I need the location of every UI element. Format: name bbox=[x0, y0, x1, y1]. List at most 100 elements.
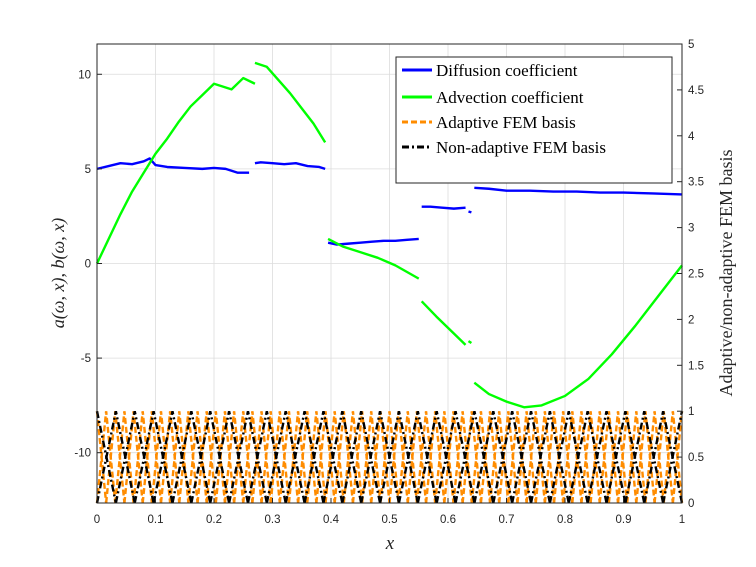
adaptive-basis-function bbox=[397, 411, 419, 504]
nonadaptive-basis-function bbox=[473, 410, 514, 504]
nonadaptive-basis-function bbox=[624, 410, 665, 504]
nonadaptive-basis-function bbox=[397, 410, 438, 504]
nonadaptive-basis-function bbox=[510, 410, 552, 504]
adaptive-basis-function bbox=[360, 411, 382, 504]
nonadaptive-basis-function bbox=[492, 410, 533, 504]
y-axis-label-right: Adaptive/non-adaptive FEM basis bbox=[716, 150, 736, 397]
diffusion-line-segment bbox=[96, 157, 250, 174]
adaptive-basis-function bbox=[114, 411, 135, 504]
nonadaptive-basis-function bbox=[643, 410, 684, 504]
x-tick-label: 1 bbox=[679, 514, 685, 526]
nonadaptive-basis-function bbox=[152, 410, 193, 504]
adaptive-basis-function bbox=[598, 411, 620, 504]
y-right-tick-label: 3 bbox=[688, 223, 694, 235]
advection-line-segment bbox=[327, 237, 420, 280]
y-right-tick-label: 3.5 bbox=[688, 177, 704, 189]
diffusion-line-segment bbox=[421, 205, 466, 210]
adaptive-basis-function bbox=[379, 411, 400, 504]
nonadaptive-basis-function bbox=[246, 410, 287, 504]
advection-line-segment bbox=[467, 340, 473, 344]
nonadaptive-basis-function bbox=[605, 410, 646, 504]
legend-label-adaptive: Adaptive FEM basis bbox=[436, 113, 576, 132]
adaptive-basis-function bbox=[278, 411, 300, 504]
adaptive-basis-function bbox=[644, 411, 665, 504]
x-tick-label: 0.3 bbox=[265, 514, 281, 526]
x-tick-label: 0.4 bbox=[323, 514, 340, 526]
x-tick-label: 0.9 bbox=[616, 514, 632, 526]
diffusion-line-segment bbox=[254, 161, 326, 171]
nonadaptive-basis-function bbox=[322, 410, 363, 504]
adaptive-basis-function bbox=[214, 411, 236, 504]
nonadaptive-basis-function bbox=[586, 410, 627, 504]
adaptive-basis-function bbox=[479, 411, 501, 504]
nonadaptive-basis-function bbox=[416, 410, 457, 504]
y-right-tick-label: 5 bbox=[688, 39, 694, 51]
legend-box bbox=[395, 56, 673, 184]
advection-line-segment bbox=[420, 300, 467, 346]
nonadaptive-basis-function bbox=[661, 410, 684, 504]
advection-line-segment bbox=[473, 264, 683, 409]
adaptive-basis-function bbox=[196, 411, 218, 504]
nonadaptive-basis-function bbox=[95, 410, 136, 504]
legend-label-diffusion: Diffusion coefficient bbox=[436, 61, 578, 80]
adaptive-basis-function bbox=[525, 411, 547, 504]
advection-line-segment bbox=[95, 76, 256, 265]
y-left-tick-label: -5 bbox=[81, 353, 91, 365]
legend-item-diffusion: Diffusion coefficient bbox=[402, 61, 578, 80]
x-tick-label: 0 bbox=[94, 514, 100, 526]
adaptive-basis-function bbox=[443, 411, 464, 504]
ticks: 0 0.1 0.2 0.3 0.4 0.5 0.6 0.7 0.8 0.9 1 -10 -5 0 5 10 0 0… bbox=[74, 39, 704, 526]
x-tick-label: 0.1 bbox=[148, 514, 164, 526]
nonadaptive-basis-function bbox=[133, 410, 174, 504]
adaptive-basis-function bbox=[315, 411, 336, 504]
y-right-tick-label: 4.5 bbox=[688, 85, 704, 97]
nonadaptive-basis-function bbox=[360, 410, 401, 504]
nonadaptive-basis-function bbox=[284, 410, 325, 504]
adaptive-basis-function bbox=[342, 411, 364, 504]
nonadaptive-basis-function bbox=[171, 410, 212, 504]
legend: Diffusion coefficient Advection coeffici… bbox=[395, 56, 673, 184]
nonadaptive-basis-function bbox=[567, 410, 608, 504]
nonadaptive-basis-function bbox=[209, 410, 250, 504]
y-right-tick-label: 2.5 bbox=[688, 269, 704, 281]
nonadaptive-basis-function bbox=[303, 410, 344, 504]
adaptive-basis-function bbox=[95, 411, 117, 504]
diffusion-line-segment bbox=[474, 186, 683, 196]
y-right-tick-label: 0.5 bbox=[688, 452, 704, 464]
y-right-tick-label: 1 bbox=[688, 406, 694, 418]
x-tick-label: 0.2 bbox=[206, 514, 222, 526]
x-tick-label: 0.5 bbox=[382, 514, 398, 526]
adaptive-basis-function bbox=[260, 411, 282, 504]
adaptive-basis-function bbox=[561, 411, 583, 504]
x-axis-label: x bbox=[385, 533, 395, 554]
nonadaptive-basis-function bbox=[435, 410, 476, 504]
diffusion-line-segment bbox=[468, 210, 472, 214]
adaptive-basis-function bbox=[178, 411, 199, 504]
y-right-tick-label: 0 bbox=[688, 498, 694, 510]
y-left-tick-label: 5 bbox=[85, 164, 91, 176]
y-right-tick-label: 2 bbox=[688, 314, 694, 326]
legend-label-advection: Advection coefficient bbox=[436, 88, 584, 107]
adaptive-basis-function bbox=[232, 411, 254, 504]
nonadaptive-basis-function bbox=[341, 410, 382, 504]
legend-item-adaptive: Adaptive FEM basis bbox=[402, 113, 576, 132]
adaptive-basis-function bbox=[242, 411, 263, 504]
adaptive-basis-function bbox=[543, 411, 565, 504]
adaptive-basis-function bbox=[141, 411, 163, 504]
adaptive-basis-function bbox=[159, 411, 181, 504]
y-right-tick-label: 1.5 bbox=[688, 360, 704, 372]
adaptive-basis-function bbox=[333, 411, 355, 504]
y-left-tick-label: -10 bbox=[74, 448, 91, 460]
legend-item-nonadaptive: Non-adaptive FEM basis bbox=[402, 138, 606, 157]
adaptive-basis-function bbox=[625, 411, 647, 504]
y-axis-label-left: a(ω, x), b(ω, x) bbox=[48, 218, 69, 328]
legend-item-advection: Advection coefficient bbox=[402, 88, 584, 107]
y-right-tick-label: 4 bbox=[688, 131, 695, 143]
y-left-tick-label: 10 bbox=[78, 69, 91, 81]
nonadaptive-basis-function bbox=[548, 410, 589, 504]
nonadaptive-basis-function bbox=[114, 410, 155, 504]
adaptive-basis-function bbox=[497, 411, 519, 504]
nonadaptive-basis-function bbox=[454, 410, 495, 504]
x-tick-label: 0.7 bbox=[499, 514, 515, 526]
